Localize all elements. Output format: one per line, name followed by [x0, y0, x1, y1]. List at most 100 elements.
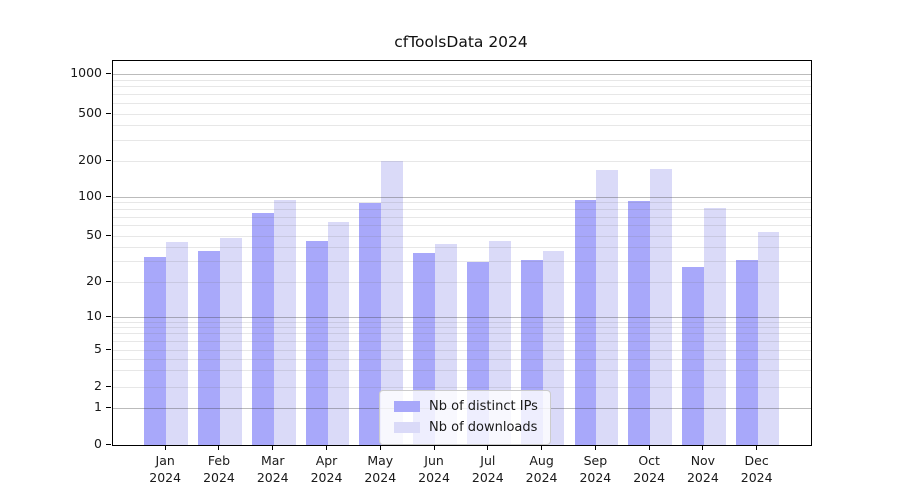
bar-downloads-mar: [273, 200, 296, 445]
y-tick-label-20: 20: [86, 273, 102, 288]
gridline-7: [113, 333, 811, 335]
x-tick-label-aug: Aug 2024: [525, 453, 558, 485]
bar-downloads-oct: [650, 168, 672, 445]
bar-ips-sep: [574, 199, 597, 445]
bar-ips-dec: [735, 260, 758, 445]
x-tick-mark-dec: [756, 445, 758, 450]
legend-swatch-downloads: [394, 422, 420, 433]
gridline-5: [113, 349, 811, 351]
gridline-80: [113, 209, 811, 211]
gridline-8: [113, 327, 811, 329]
bar-ips-apr: [305, 241, 328, 445]
y-tick-label-2: 2: [94, 378, 102, 393]
gridline-400: [113, 124, 811, 126]
bar-downloads-jan: [166, 242, 188, 445]
y-tick-label-0: 0: [94, 436, 102, 451]
y-tick-label-1000: 1000: [70, 65, 102, 80]
y-tick-label-50: 50: [86, 227, 102, 242]
bar-ips-feb: [198, 251, 220, 445]
gridline-100: [113, 196, 811, 198]
gridline-2: [113, 386, 811, 388]
x-tick-label-may: May 2024: [364, 453, 397, 485]
bar-downloads-feb: [219, 238, 242, 445]
x-tick-label-nov: Nov 2024: [686, 453, 719, 485]
y-tick-mark-50: [106, 234, 111, 236]
x-tick-mark-aug: [541, 445, 543, 450]
x-tick-label-apr: Apr 2024: [310, 453, 343, 485]
plot-area: Nb of distinct IPs Nb of downloads: [112, 60, 812, 446]
y-tick-mark-2: [106, 385, 111, 387]
y-tick-mark-1: [106, 406, 111, 408]
x-tick-mark-jul: [487, 445, 489, 450]
gridline-900: [113, 79, 811, 81]
x-tick-label-feb: Feb 2024: [203, 453, 235, 485]
gridline-20: [113, 281, 811, 283]
y-tick-label-500: 500: [78, 105, 102, 120]
gridline-50: [113, 235, 811, 237]
legend-label-distinct-ips: Nb of distinct IPs: [429, 399, 538, 414]
x-tick-mark-mar: [272, 445, 274, 450]
gridline-200: [113, 160, 811, 162]
y-tick-mark-0: [106, 443, 111, 445]
y-tick-mark-100: [106, 195, 111, 197]
gridline-10: [113, 316, 811, 318]
x-tick-label-dec: Dec 2024: [740, 453, 773, 485]
x-tick-mark-may: [379, 445, 381, 450]
x-tick-mark-jan: [164, 445, 166, 450]
x-tick-label-jan: Jan 2024: [149, 453, 182, 485]
x-tick-mark-sep: [594, 445, 596, 450]
bar-ips-jan: [144, 256, 167, 445]
x-tick-label-jul: Jul 2024: [471, 453, 504, 485]
gridline-600: [113, 102, 811, 104]
x-tick-mark-feb: [218, 445, 220, 450]
y-tick-mark-20: [106, 280, 111, 282]
gridline-700: [113, 94, 811, 96]
bar-downloads-may: [381, 161, 404, 445]
x-tick-mark-jun: [433, 445, 435, 450]
y-tick-mark-10: [106, 315, 111, 317]
gridline-4: [113, 358, 811, 360]
y-tick-mark-200: [106, 159, 111, 161]
legend-label-downloads: Nb of downloads: [429, 420, 538, 435]
bar-downloads-dec: [757, 231, 780, 445]
bar-downloads-nov: [703, 208, 726, 445]
bar-ips-may: [359, 202, 382, 445]
legend-entry-downloads: Nb of downloads: [394, 417, 538, 438]
bar-ips-mar: [251, 213, 274, 445]
legend-entry-distinct-ips: Nb of distinct IPs: [394, 396, 538, 417]
x-tick-mark-nov: [702, 445, 704, 450]
gridline-30: [113, 261, 811, 263]
gridline-1000: [113, 73, 811, 75]
gridline-90: [113, 202, 811, 204]
gridline-300: [113, 139, 811, 141]
x-tick-label-oct: Oct 2024: [633, 453, 666, 485]
x-tick-label-sep: Sep 2024: [579, 453, 612, 485]
gridline-60: [113, 225, 811, 227]
x-tick-label-mar: Mar 2024: [256, 453, 289, 485]
bar-downloads-sep: [596, 170, 619, 445]
y-tick-label-200: 200: [78, 152, 102, 167]
y-tick-mark-5: [106, 348, 111, 350]
legend: Nb of distinct IPs Nb of downloads: [379, 390, 551, 445]
x-tick-mark-apr: [326, 445, 327, 450]
y-tick-mark-500: [106, 112, 111, 114]
gridline-3: [113, 370, 811, 372]
gridline-800: [113, 86, 811, 88]
gridline-6: [113, 340, 811, 342]
bar-ips-nov: [682, 266, 704, 445]
x-tick-mark-oct: [648, 445, 650, 450]
y-tick-label-1: 1: [94, 399, 102, 414]
gridline-500: [113, 113, 811, 115]
bar-downloads-apr: [327, 222, 350, 445]
gridline-9: [113, 321, 811, 323]
y-tick-label-100: 100: [78, 188, 102, 203]
bar-ips-oct: [628, 201, 651, 445]
x-tick-label-jun: Jun 2024: [418, 453, 450, 485]
legend-swatch-distinct-ips: [394, 401, 420, 412]
y-tick-mark-1000: [106, 72, 111, 74]
chart-title: cfToolsData 2024: [394, 33, 528, 51]
y-tick-label-10: 10: [86, 308, 102, 323]
gridline-40: [113, 246, 811, 248]
gridline-70: [113, 216, 811, 218]
